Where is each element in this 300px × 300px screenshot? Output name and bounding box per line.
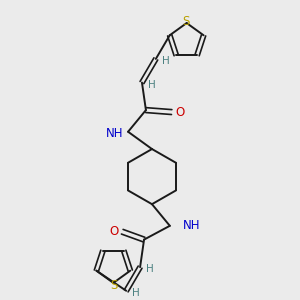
Text: H: H [132,288,140,298]
Text: H: H [146,264,154,274]
Text: O: O [175,106,184,118]
Text: S: S [111,279,118,292]
Text: O: O [110,225,119,238]
Text: S: S [182,15,189,28]
Text: H: H [148,80,156,89]
Text: NH: NH [106,127,123,140]
Text: NH: NH [183,219,200,232]
Text: H: H [162,56,169,66]
